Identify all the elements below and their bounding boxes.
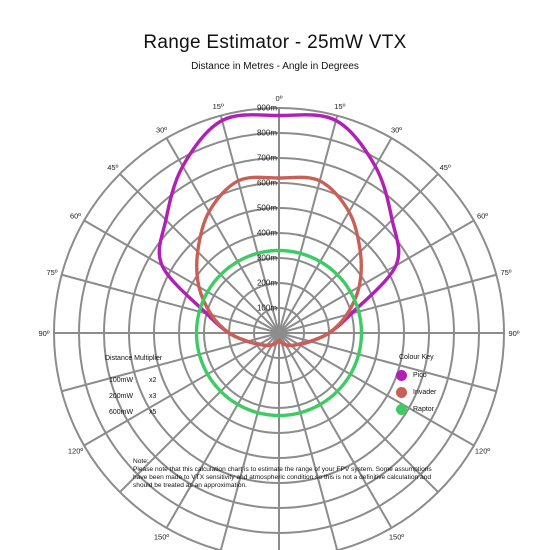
distance-multiplier: Distance Multiplier 100mW x2 200mW x3 60… xyxy=(105,355,162,420)
grid-spoke xyxy=(61,273,280,334)
multiplier-power: 600mW xyxy=(109,408,134,416)
legend-swatch xyxy=(396,370,407,381)
angle-tick-label: 60º xyxy=(70,212,81,221)
angle-tick-label: 0º xyxy=(276,94,283,103)
series-invader xyxy=(195,175,363,348)
grid-spoke xyxy=(278,219,475,334)
legend-item-invader: Invader xyxy=(396,384,436,401)
grid-spoke xyxy=(278,332,339,550)
grid-spoke xyxy=(278,173,439,334)
grid-spoke xyxy=(278,332,497,393)
grid-spoke xyxy=(278,332,439,493)
grid-spoke xyxy=(165,332,280,529)
series-raptor xyxy=(194,248,364,418)
multiplier-power: 100mW xyxy=(109,376,134,384)
angle-tick-label: 30º xyxy=(156,126,167,135)
multiplier-power: 200mW xyxy=(109,392,134,400)
multiplier-row: 100mW x2 xyxy=(105,372,162,388)
grid-spoke xyxy=(83,219,280,334)
colour-key-legend: Colour Key Pico Invader Raptor xyxy=(396,354,436,418)
angle-tick-label: 120º xyxy=(68,447,84,456)
radial-tick-label: 200m xyxy=(257,279,277,288)
note-heading: Note: xyxy=(133,458,149,465)
radial-tick-label: 100m xyxy=(257,304,277,313)
grid-spoke xyxy=(119,173,280,334)
radial-tick-label: 800m xyxy=(257,129,277,138)
angle-tick-label: 75º xyxy=(46,268,57,277)
legend-item-pico: Pico xyxy=(396,367,436,384)
note: Note: Please note that this calculation … xyxy=(133,458,433,490)
legend-swatch xyxy=(396,404,407,415)
grid-spoke xyxy=(278,115,339,334)
grid-spoke xyxy=(278,273,497,334)
angle-tick-label: 15º xyxy=(213,102,224,111)
multiplier-row: 600mW x5 xyxy=(105,404,162,420)
radial-tick-label: 400m xyxy=(257,229,277,238)
multiplier-row: 200mW x3 xyxy=(105,388,162,404)
angle-tick-label: 120º xyxy=(475,447,491,456)
series-layer xyxy=(157,113,401,418)
angle-tick-label: 30º xyxy=(391,126,402,135)
polar-grid xyxy=(53,107,505,550)
angle-tick-label: 75º xyxy=(500,268,511,277)
grid-spoke xyxy=(219,332,280,550)
grid-spoke xyxy=(61,332,280,393)
angle-tick-label: 150º xyxy=(154,533,170,542)
radial-tick-label: 600m xyxy=(257,179,277,188)
note-text: Please note that this calculation chart … xyxy=(133,466,432,489)
legend-label: Raptor xyxy=(413,406,435,413)
angle-tick-label: 15º xyxy=(334,102,345,111)
radial-tick-label: 900m xyxy=(257,104,277,113)
grid-spoke xyxy=(83,332,280,447)
legend-item-raptor: Raptor xyxy=(396,401,436,418)
grid-spoke xyxy=(278,332,475,447)
legend-swatch xyxy=(396,387,407,398)
grid-spoke xyxy=(119,332,280,493)
grid-spoke xyxy=(219,115,280,334)
chart-title: Range Estimator - 25mW VTX xyxy=(143,32,407,53)
legend-label: Invader xyxy=(413,389,437,396)
multiplier-factor: x3 xyxy=(149,392,157,400)
multiplier-title: Distance Multiplier xyxy=(105,355,163,362)
multiplier-factor: x5 xyxy=(149,408,157,416)
chart-subtitle: Distance in Metres - Angle in Degrees xyxy=(191,61,359,72)
angle-tick-label: 45º xyxy=(107,163,118,172)
angle-tick-label: 60º xyxy=(477,212,488,221)
colour-key-title: Colour Key xyxy=(399,354,434,361)
angle-tick-label: 90º xyxy=(508,329,519,338)
grid-spoke xyxy=(165,137,280,334)
angle-tick-label: 150º xyxy=(389,533,405,542)
multiplier-factor: x2 xyxy=(149,376,157,384)
angle-tick-label: 45º xyxy=(440,163,451,172)
angle-tick-label: 90º xyxy=(38,329,49,338)
radial-tick-label: 500m xyxy=(257,204,277,213)
radial-tick-label: 700m xyxy=(257,154,277,163)
grid-spoke xyxy=(278,332,393,529)
radial-tick-label: 300m xyxy=(257,254,277,263)
grid-spoke xyxy=(278,137,393,334)
legend-label: Pico xyxy=(413,372,427,379)
